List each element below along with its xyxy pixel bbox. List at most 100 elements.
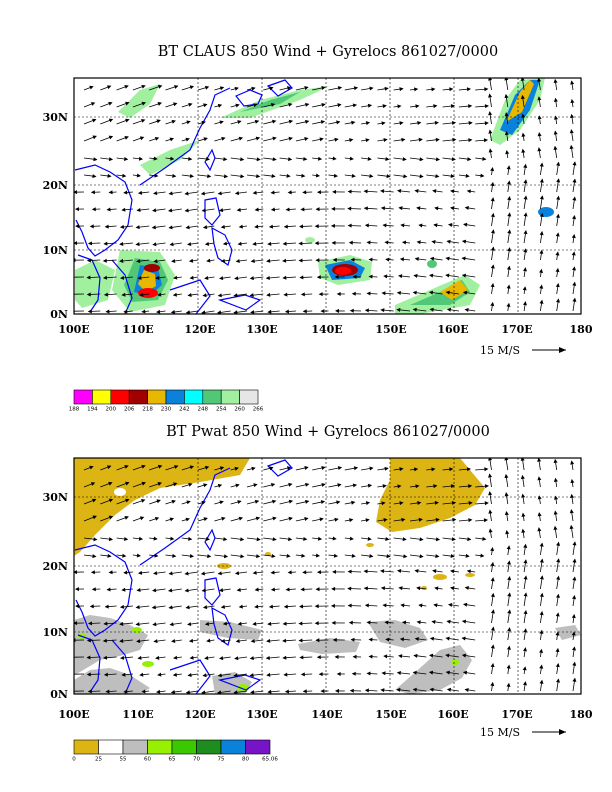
colorbar-swatch xyxy=(245,739,271,755)
wind-arrowhead xyxy=(256,537,261,542)
colorbar-label: 0 xyxy=(72,757,76,763)
wind-arrowhead xyxy=(203,517,208,522)
wind-arrowhead xyxy=(351,553,356,558)
wind-vectors-claus xyxy=(74,78,577,314)
wind-arrowhead xyxy=(218,588,224,593)
wind-arrowhead xyxy=(303,536,308,541)
wind-arrowhead xyxy=(553,525,558,531)
wind-arrowhead xyxy=(380,569,385,574)
x-tick-label: 180 xyxy=(570,323,593,336)
colorbar-label: 260 xyxy=(234,407,245,413)
colorbar-label: 65.06 xyxy=(262,757,278,763)
wind-arrowhead xyxy=(203,137,208,142)
wind-arrowhead xyxy=(250,690,255,694)
y-tick-labels-pwat: 0N 10N 20N 30N xyxy=(43,491,68,701)
wind-arrowhead xyxy=(364,603,369,608)
wind-arrowhead xyxy=(189,465,195,470)
wind-arrowhead xyxy=(450,104,456,109)
wind-arrowhead xyxy=(219,120,224,125)
wind-arrowhead xyxy=(368,257,373,262)
wind-arrowhead xyxy=(398,274,403,279)
wind-arrowhead xyxy=(316,190,321,195)
wind-arrowhead xyxy=(187,673,192,677)
wind-arrowhead xyxy=(337,466,343,471)
wind-arrowhead xyxy=(506,302,511,307)
wind-arrowhead xyxy=(124,135,129,140)
wind-arrowhead xyxy=(490,212,495,218)
wind-arrowhead xyxy=(368,637,373,642)
wind-arrowhead xyxy=(235,483,240,488)
wind-arrowhead xyxy=(445,653,450,658)
wind-arrowhead xyxy=(352,654,357,659)
wind-arrowhead xyxy=(172,553,177,558)
wind-arrowhead xyxy=(553,477,558,482)
wind-arrowhead xyxy=(504,130,509,136)
wind-arrowhead xyxy=(488,111,493,116)
wind-arrowhead xyxy=(74,570,77,575)
wind-arrowhead xyxy=(318,672,323,677)
wind-arrowhead xyxy=(468,138,473,143)
wind-arrowhead xyxy=(553,78,558,84)
wind-arrowhead xyxy=(415,484,420,489)
wind-arrowhead xyxy=(537,96,542,101)
colorbar-swatch xyxy=(202,389,222,405)
wind-arrowhead xyxy=(484,121,489,126)
wind-arrowhead xyxy=(399,87,404,92)
wind-arrowhead xyxy=(449,87,454,92)
wind-arrowhead xyxy=(173,482,178,487)
wind-arrowhead xyxy=(265,275,270,280)
wind-arrowhead xyxy=(89,85,94,90)
wind-arrowhead xyxy=(507,576,512,581)
wind-arrowhead xyxy=(185,517,190,522)
wind-arrowhead xyxy=(237,241,242,246)
wind-arrowhead xyxy=(384,240,389,245)
wind-arrowhead xyxy=(369,174,374,179)
wind-arrowhead xyxy=(256,174,261,179)
wind-arrowhead xyxy=(332,156,337,161)
wind-arrowhead xyxy=(75,604,80,609)
wind-arrowhead xyxy=(315,553,321,558)
wind-arrowhead xyxy=(185,690,190,694)
wind-arrowhead xyxy=(155,655,160,660)
wind-arrowhead xyxy=(397,188,402,193)
wind-arrowhead xyxy=(184,588,189,593)
wind-arrowhead xyxy=(136,208,141,213)
wind-arrowhead xyxy=(255,136,261,141)
wind-arrowhead xyxy=(506,645,511,650)
wind-arrowhead xyxy=(539,610,544,616)
wind-arrowhead xyxy=(572,297,577,302)
wind-arrowhead xyxy=(223,174,229,179)
wind-arrowhead xyxy=(302,190,307,195)
wind-arrowhead xyxy=(106,465,112,470)
wind-arrowhead xyxy=(429,307,434,312)
wind-arrowhead xyxy=(137,655,142,660)
wind-arrowhead xyxy=(352,274,357,279)
wind-arrowhead xyxy=(267,689,272,694)
wind-arrowhead xyxy=(556,298,560,303)
wind-arrowhead xyxy=(221,136,226,141)
wind-arrowhead xyxy=(349,156,354,161)
wind-arrowhead xyxy=(272,516,277,521)
wind-arrowhead xyxy=(301,173,306,178)
wind-arrowhead xyxy=(351,120,356,125)
wind-arrowhead xyxy=(466,189,471,194)
wind-arrowhead xyxy=(385,257,390,262)
wind-arrowhead xyxy=(403,554,408,559)
cloud-shading-claus xyxy=(75,78,554,314)
wind-arrowhead xyxy=(270,483,276,487)
wind-arrowhead xyxy=(320,500,326,505)
wind-arrowhead xyxy=(154,173,159,178)
wind-arrowhead xyxy=(348,240,353,245)
wind-arrowhead xyxy=(383,274,388,279)
wind-arrowhead xyxy=(349,308,354,313)
wind-arrowhead xyxy=(92,118,97,123)
wind-arrowhead xyxy=(288,516,293,521)
wind-arrowhead xyxy=(555,647,560,653)
wind-arrowhead xyxy=(105,689,110,694)
wind-arrowhead xyxy=(157,84,163,89)
wind-arrowhead xyxy=(283,292,288,297)
wind-arrowhead xyxy=(446,619,451,624)
wind-arrowhead xyxy=(153,536,158,541)
wind-arrowhead xyxy=(92,174,97,179)
wind-arrowhead xyxy=(365,518,370,523)
